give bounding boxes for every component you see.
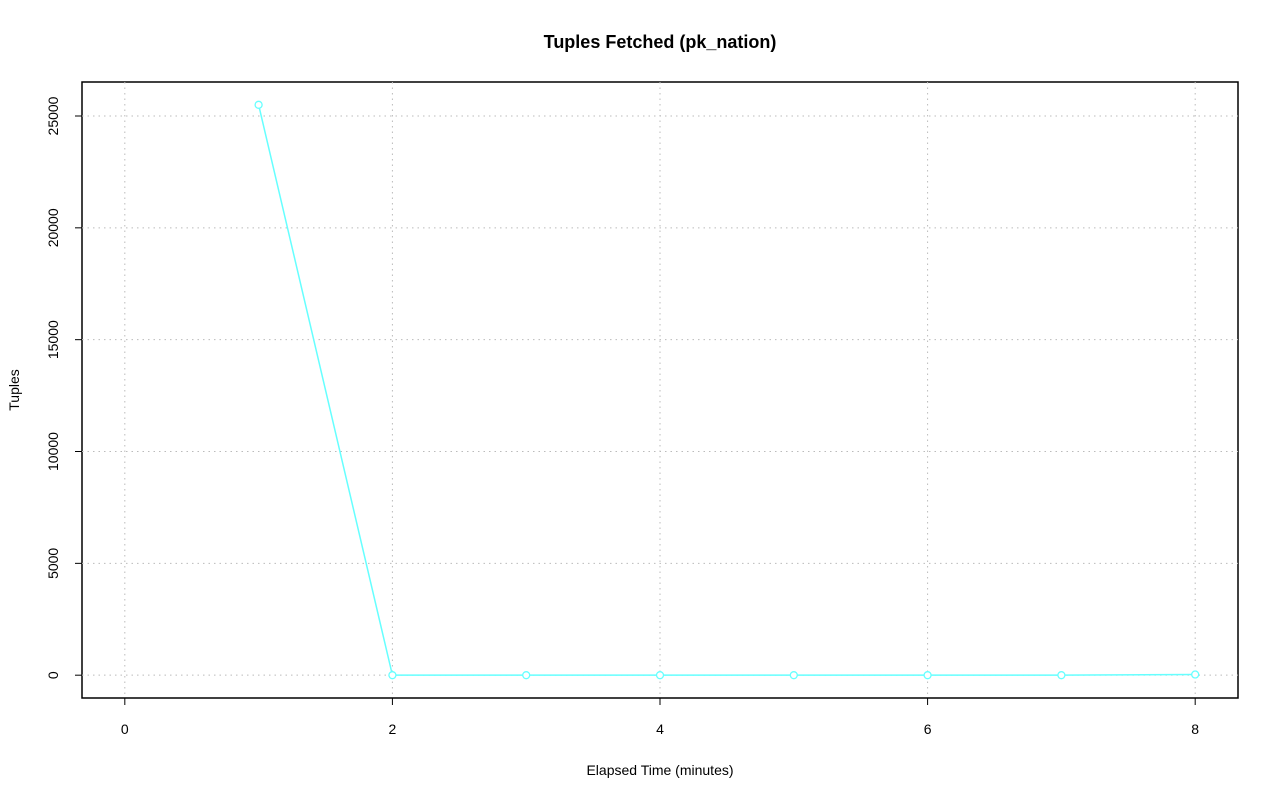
x-tick-label: 6 <box>924 721 932 737</box>
data-point <box>1191 670 1200 679</box>
data-point <box>923 671 932 680</box>
data-point <box>789 671 798 680</box>
data-line <box>257 104 1196 676</box>
data-point <box>388 671 397 680</box>
x-tick-label: 4 <box>656 721 664 737</box>
y-tick-label: 0 <box>45 671 61 679</box>
y-tick-label: 25000 <box>45 96 61 135</box>
x-tick-label: 0 <box>121 721 129 737</box>
data-point <box>522 671 531 680</box>
y-axis-label: Tuples <box>6 369 22 411</box>
y-tick-label: 15000 <box>45 320 61 359</box>
chart-title: Tuples Fetched (pk_nation) <box>544 32 777 52</box>
y-tick-label: 5000 <box>45 548 61 579</box>
data-point <box>254 100 263 109</box>
y-tick-label: 10000 <box>45 432 61 471</box>
y-tick-label: 20000 <box>45 208 61 247</box>
data-point <box>1057 671 1066 680</box>
x-tick-label: 2 <box>389 721 397 737</box>
data-point <box>655 671 665 680</box>
x-axis-label: Elapsed Time (minutes) <box>586 762 733 778</box>
x-tick-label: 8 <box>1191 721 1199 737</box>
